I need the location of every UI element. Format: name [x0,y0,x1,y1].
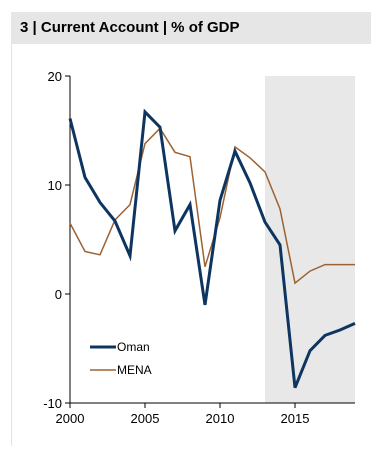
y-tick-label: 10 [48,178,62,193]
chart-header: 3 | Current Account | % of GDP [11,12,371,44]
legend-label-mena: MENA [117,363,152,377]
chart-frame [11,44,371,446]
chart-title: 3 | Current Account | % of GDP [20,19,240,36]
forecast-shading [265,76,355,403]
x-tick-label: 2000 [56,411,85,426]
legend-label-oman: Oman [117,340,150,354]
x-tick-label: 2010 [206,411,235,426]
x-tick-label: 2005 [131,411,160,426]
x-tick-label: 2015 [281,411,310,426]
y-tick-label: -10 [43,396,62,411]
series-line-oman [68,108,356,389]
y-tick-label: 20 [48,69,62,84]
y-tick-label: 0 [55,287,62,302]
